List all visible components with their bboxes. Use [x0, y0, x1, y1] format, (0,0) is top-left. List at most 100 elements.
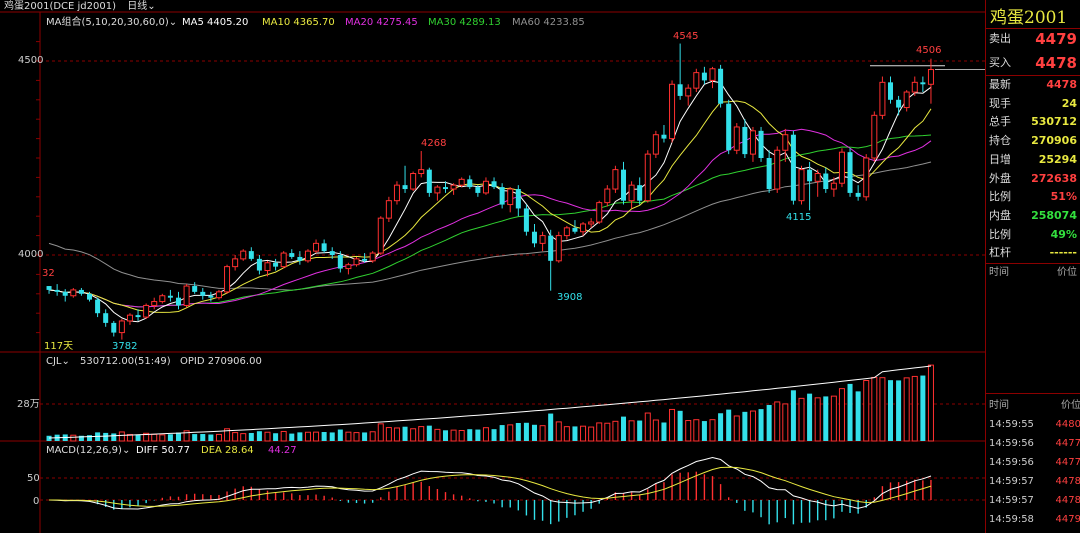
volume-bar — [499, 425, 505, 441]
candle-body — [426, 169, 432, 193]
volume-indicator-selector[interactable]: CJL⌄ — [46, 356, 70, 368]
volume-bar — [774, 401, 781, 442]
tick-row: 14:59:56 4477 — [986, 435, 1080, 453]
annotation-left-32: 32 — [42, 268, 55, 279]
volume-bar — [475, 429, 481, 441]
tick-time: 14:59:56 — [989, 438, 1034, 449]
candle — [135, 309, 141, 321]
candle — [410, 171, 417, 191]
candle — [369, 251, 376, 263]
candle-body — [151, 301, 158, 306]
volume-bar — [167, 434, 173, 441]
candle-body — [669, 83, 676, 140]
candle — [572, 220, 578, 234]
candle-body — [782, 134, 789, 151]
candle — [580, 222, 587, 236]
candle — [596, 200, 603, 224]
candle — [774, 146, 781, 193]
quote-row-label: 总手 — [989, 115, 1011, 129]
volume-bar — [693, 419, 700, 442]
annotation-low-4115: 4115 — [786, 212, 812, 223]
candle — [224, 264, 231, 294]
annotation-low-3908: 3908 — [557, 292, 583, 303]
candle — [353, 256, 360, 267]
candle — [903, 90, 910, 112]
volume-bar — [604, 422, 611, 442]
candle-body — [749, 130, 756, 155]
candle — [742, 119, 748, 158]
ticks-column-header: 时间 价位 — [986, 397, 1080, 415]
macd-indicator-label: MACD(12,26,9) — [46, 445, 122, 456]
candle-body — [677, 84, 683, 96]
quote-row-label: 比例 — [989, 190, 1011, 204]
candle-body — [369, 252, 376, 262]
sell-price-row[interactable]: 卖出 4479 — [986, 30, 1080, 48]
tick-price: 4480 — [1055, 419, 1080, 430]
quote-row-label: 最新 — [989, 78, 1011, 91]
candle-body — [814, 173, 821, 182]
quote-row: 日增 25294 — [986, 151, 1080, 169]
candle-body — [798, 169, 805, 202]
volume-bar — [491, 429, 497, 441]
candle-body — [838, 151, 845, 184]
candle — [539, 231, 546, 252]
candle-body — [596, 202, 603, 223]
quote-divider — [986, 28, 1080, 29]
candle — [183, 284, 190, 308]
candle — [588, 218, 595, 228]
annotation-high-4506: 4506 — [916, 45, 942, 56]
candle — [548, 229, 554, 291]
candle-body — [86, 293, 93, 300]
candle — [289, 249, 295, 259]
candle — [46, 286, 52, 294]
candle-body — [167, 295, 173, 298]
price-axis-4500: 4500 — [18, 55, 44, 66]
candle-body — [232, 258, 239, 268]
candle — [377, 216, 384, 255]
volume-bar — [782, 403, 789, 442]
candle-body — [580, 223, 587, 233]
candle — [192, 282, 198, 294]
candle — [385, 196, 392, 223]
candle — [151, 297, 158, 310]
candle-body — [927, 69, 934, 85]
candle-body — [135, 315, 141, 318]
volume-bar — [871, 376, 878, 442]
candle — [669, 80, 676, 143]
candle — [126, 313, 133, 325]
volume-bar — [224, 428, 231, 442]
tick-price: 4479 — [1055, 514, 1080, 525]
candle — [256, 255, 262, 275]
candle — [555, 231, 562, 263]
volume-indicator-label: CJL — [46, 356, 62, 367]
candle — [78, 287, 84, 296]
candle-body — [644, 153, 651, 202]
candle — [838, 148, 845, 188]
candle-body — [264, 262, 271, 272]
volume-bar — [612, 420, 619, 442]
buy-price-row[interactable]: 买入 4478 — [986, 54, 1080, 72]
candle-body — [402, 185, 408, 190]
macd-indicator-selector[interactable]: MACD(12,26,9)⌄ — [46, 445, 130, 457]
candle — [563, 225, 570, 240]
candle — [95, 297, 101, 318]
period-selector[interactable]: 日线⌄ — [127, 1, 155, 12]
candle — [426, 167, 432, 197]
volume-bar — [86, 435, 93, 441]
volume-bar — [927, 364, 934, 442]
candle — [847, 148, 853, 197]
ma20-legend: MA20 4275.45 — [345, 17, 418, 28]
volume-bar — [863, 380, 870, 442]
candle-body — [920, 82, 926, 85]
chevron-down-icon: ⌄ — [61, 356, 70, 367]
candle — [86, 291, 93, 302]
candle-body — [450, 184, 457, 190]
open-interest-line — [48, 365, 932, 439]
candle — [248, 247, 254, 261]
volume-bar — [749, 410, 756, 442]
ma-group-selector[interactable]: MA组合(5,10,20,30,60,0)⌄ — [46, 17, 177, 29]
volume-bar — [345, 431, 352, 442]
volume-bar — [304, 431, 311, 442]
candle-body — [321, 243, 327, 252]
